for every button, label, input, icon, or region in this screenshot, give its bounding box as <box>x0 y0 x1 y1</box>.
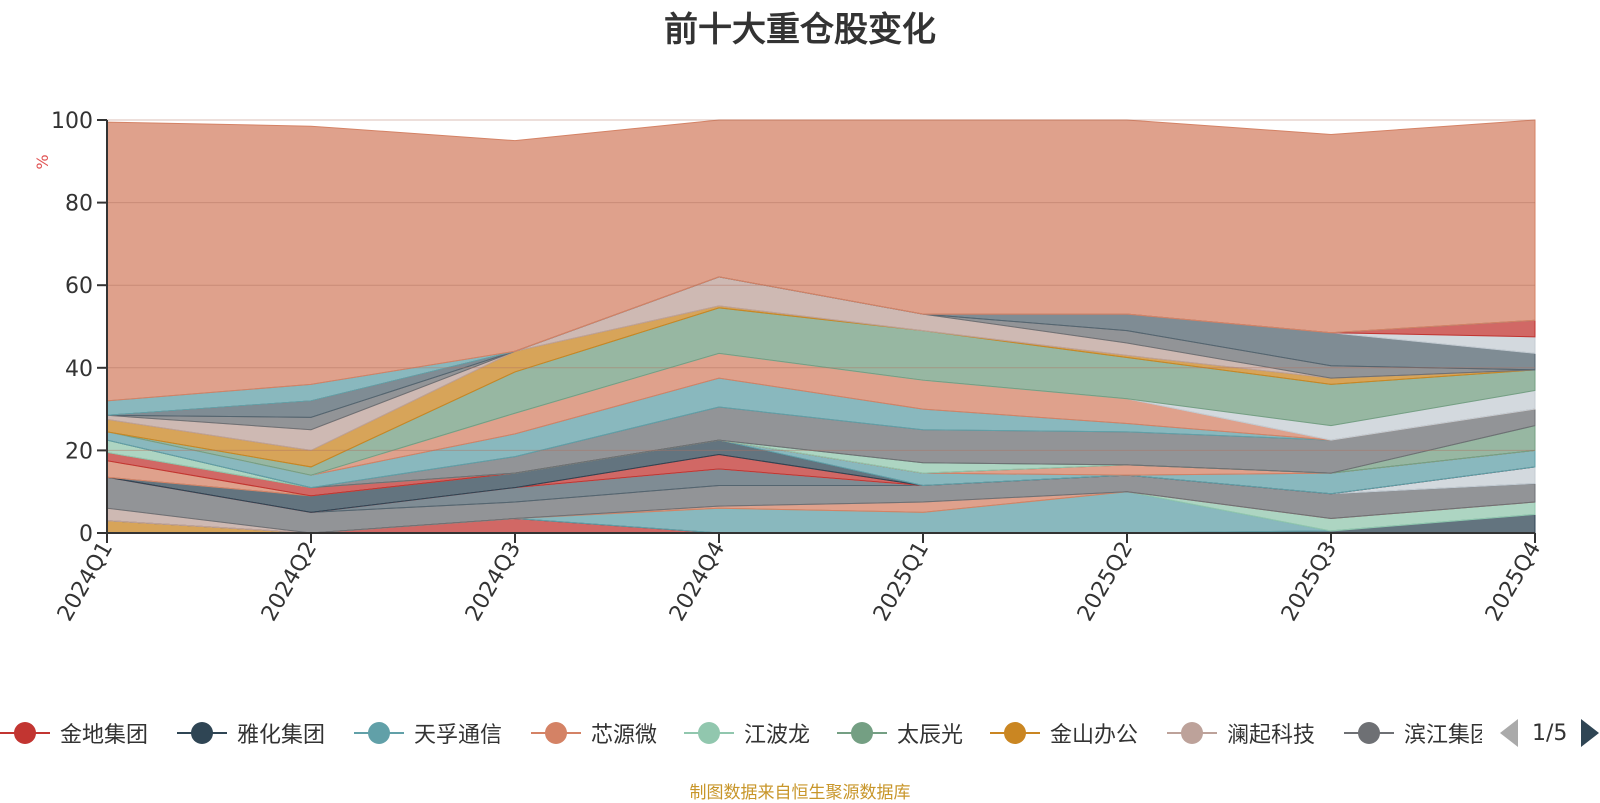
legend-label: 雅化集团 <box>237 723 326 748</box>
y-axis-label: % <box>33 154 52 169</box>
y-tick-label: 80 <box>65 192 93 217</box>
legend-item[interactable]: 天孚通信 <box>354 713 502 753</box>
legend-marker-icon <box>0 718 50 748</box>
chart-title: 前十大重仓股变化 <box>664 10 936 50</box>
legend-label: 金地集团 <box>60 723 149 748</box>
legend-item[interactable]: 金山办公 <box>990 713 1138 753</box>
legend-label: 天孚通信 <box>414 723 503 748</box>
x-category-label: 2025Q1 <box>869 538 934 626</box>
legend-item[interactable]: 雅化集团 <box>177 713 325 753</box>
legend: 金地集团 雅化集团 天孚通信 芯源微 江波龙 太辰光 金山办公 澜起科技 滨江集团 <box>0 713 1600 753</box>
area-layer-29 <box>106 119 1536 402</box>
legend-marker-icon <box>1167 718 1217 748</box>
legend-items: 金地集团 雅化集团 天孚通信 芯源微 江波龙 太辰光 金山办公 澜起科技 滨江集团 <box>0 713 1482 753</box>
legend-marker-icon <box>177 718 227 748</box>
y-tick-label: 60 <box>65 274 93 299</box>
y-tick-label: 100 <box>51 109 93 134</box>
y-tick-label: 40 <box>65 357 93 382</box>
legend-label: 江波龙 <box>744 723 811 748</box>
source-note: 制图数据来自恒生聚源数据库 <box>689 783 911 803</box>
legend-item[interactable]: 太辰光 <box>837 713 963 753</box>
y-tick-label: 0 <box>79 522 93 547</box>
legend-label: 太辰光 <box>897 723 964 748</box>
x-category-label: 2025Q4 <box>1481 538 1546 626</box>
legend-item[interactable]: 江波龙 <box>684 713 810 753</box>
legend-pager: 1/5 <box>1500 718 1600 748</box>
legend-marker-icon <box>684 718 734 748</box>
legend-label: 滨江集团 <box>1404 723 1482 748</box>
x-category-label: 2024Q4 <box>665 538 730 626</box>
x-category-label: 2024Q2 <box>257 538 322 626</box>
legend-item[interactable]: 金地集团 <box>0 713 148 753</box>
legend-marker-icon <box>354 718 404 748</box>
area-series <box>106 119 1536 534</box>
legend-prev-icon[interactable] <box>1500 719 1518 747</box>
x-category-label: 2024Q1 <box>53 538 118 626</box>
legend-marker-icon <box>990 718 1040 748</box>
x-category-label: 2025Q2 <box>1073 538 1138 626</box>
legend-marker-icon <box>1344 718 1394 748</box>
x-category-label: 2025Q3 <box>1277 538 1342 626</box>
legend-page-indicator: 1/5 <box>1532 720 1568 746</box>
legend-marker-icon <box>837 718 887 748</box>
legend-item[interactable]: 澜起科技 <box>1167 713 1315 753</box>
x-category-label: 2024Q3 <box>461 538 526 626</box>
legend-label: 芯源微 <box>591 723 658 748</box>
legend-marker-icon <box>531 718 581 748</box>
legend-item[interactable]: 芯源微 <box>531 713 657 753</box>
legend-label: 澜起科技 <box>1227 723 1316 748</box>
legend-next-icon[interactable] <box>1581 719 1600 747</box>
y-tick-label: 20 <box>65 439 93 464</box>
legend-label: 金山办公 <box>1050 723 1139 748</box>
legend-item[interactable]: 滨江集团 <box>1344 713 1482 753</box>
